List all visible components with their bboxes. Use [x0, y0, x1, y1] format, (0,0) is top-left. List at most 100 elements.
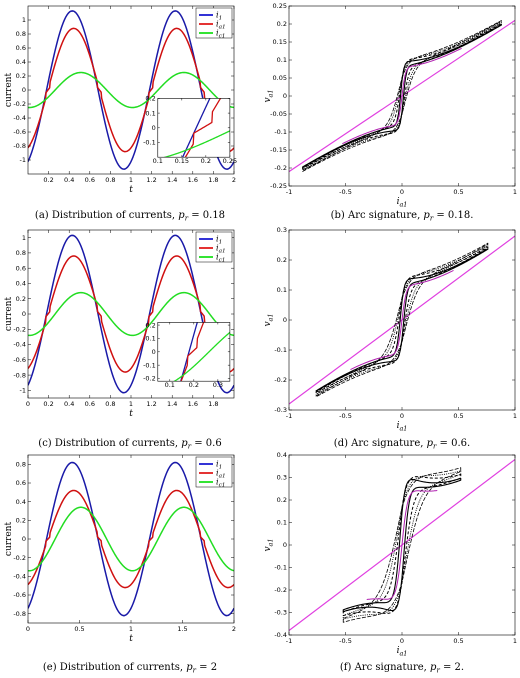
chart-b-y-tick-label: 0.25: [273, 2, 287, 10]
chart-e-y-tick-label: -0.4: [13, 573, 26, 581]
chart-c-x-tick-label: 0.4: [64, 400, 74, 408]
chart-a-y-tick-label: 0.6: [16, 44, 26, 52]
chart-a-y-tick-label: 0.4: [16, 58, 26, 66]
arc-curve-dashdot: [342, 467, 462, 623]
chart-d-x-tick-label: -0.5: [339, 412, 352, 420]
chart-b-y-tick-label: 0.05: [273, 74, 287, 82]
chart-c-y-tick-label: 0.2: [16, 295, 26, 303]
arc-curve-dashdot: [302, 20, 502, 172]
legend-label-1: i1: [216, 11, 222, 22]
chart-c-y-tick-label: -1: [20, 387, 26, 395]
chart-f-y-tick-label: -0.4: [274, 631, 287, 639]
chart-e-y-tick-label: 0: [22, 535, 26, 543]
chart-e-y-tick-label: -0.8: [13, 610, 26, 618]
chart-a-y-tick-label: -0.4: [13, 114, 26, 122]
chart-b-y-tick-label: -0.25: [270, 182, 287, 190]
legend-label-a1: ia1: [216, 469, 226, 480]
chart-e-x-tick-label: 0.5: [74, 625, 84, 633]
chart-c-y-tick-label: -0.4: [13, 341, 26, 349]
inset-a-y-tick-label: 0.1: [145, 109, 155, 117]
chart-c-x-tick-label: 0: [26, 400, 30, 408]
chart-a-y-tick-label: -0.6: [13, 128, 26, 136]
series-i1-dashed: [28, 11, 234, 170]
chart-c-y-tick-label: 0.4: [16, 280, 26, 288]
inset-c-y-tick-label: -0.1: [143, 361, 156, 369]
chart-b: -1 -0.5 0 0.5 1 -0.25 -0.2 -0.15 -0.1 -0.05 0 0.05 0…: [263, 2, 517, 208]
inset-a-y-tick-label: 0.2: [145, 95, 155, 103]
series-ic1-dashed: [28, 507, 234, 572]
inset-c-x-tick-label: 0.1: [165, 381, 175, 389]
chart-d-y-tick-label: -0.1: [274, 346, 287, 354]
inset-series-ic1: [162, 130, 230, 158]
y-axis-label: current: [4, 522, 14, 557]
inset-series-ia1: [184, 98, 222, 158]
chart-f-x-tick-label: -1: [286, 637, 292, 645]
chart-a-x-tick-label: 1.2: [146, 176, 156, 184]
chart-e-x-tick-label: 1.5: [177, 625, 187, 633]
y-axis-label: va1: [263, 313, 275, 326]
chart-a-x-tick-label: 0.6: [85, 176, 95, 184]
chart-c-y-tick-label: -0.6: [13, 356, 26, 364]
chart-a-x-tick-label: 2: [232, 176, 236, 184]
series-ic1-dashed: [28, 72, 234, 109]
chart-e-x-tick-label: 2: [232, 625, 236, 633]
inset-c: 0.1 0.2 0.3 -0.2 -0.1 0 0.1 0.2: [143, 321, 231, 389]
legend-label-c1: ic1: [216, 478, 225, 489]
x-axis-label: ia1: [397, 646, 408, 658]
chart-c: 0 0.2 0.4 0.6 0.8 1 1.2 1.4 1.6 1.8 -1 -0.8 -0.6 -0.4…: [4, 229, 235, 419]
chart-e-y-tick-label: 0.4: [16, 498, 26, 506]
chart-f-y-tick-label: -0.3: [274, 609, 287, 617]
inset-c-x-tick-label: 0.2: [189, 381, 199, 389]
chart-f-y-tick-label: 0: [283, 541, 287, 549]
inset-bg: [157, 322, 230, 382]
chart-b-x-tick-label: 1: [513, 188, 517, 196]
caption-d: (d) Arc signature, pr = 0.6.: [334, 438, 470, 451]
chart-c-x-tick-label: 1: [129, 400, 133, 408]
chart-b-y-tick-label: -0.1: [274, 128, 287, 136]
chart-b-x-tick-label: 0.5: [453, 188, 463, 196]
chart-a-y-tick-label: 1: [22, 16, 26, 24]
chart-f: -1 -0.5 0 0.5 1 -0.4 -0.3 -0.2 -0.1 0 0.1 0.2 0.3 0.4…: [263, 451, 517, 657]
legend-label-1: i1: [216, 235, 222, 246]
inset-a-x-tick-label: 0.2: [201, 157, 211, 165]
chart-b-y-tick-label: 0.15: [273, 38, 287, 46]
chart-d-x-tick-label: 1: [513, 412, 517, 420]
arc-centre-curve: [342, 47, 462, 145]
chart-c-y-tick-label: -0.8: [13, 371, 26, 379]
chart-b-x-tick-label: 0: [400, 188, 404, 196]
inset-c-y-tick-label: 0.2: [145, 321, 155, 329]
chart-d-x-tick-label: -1: [286, 412, 292, 420]
inset-a-y-tick-label: 0: [152, 124, 156, 132]
caption-f: (f) Arc signature, pr = 2.: [340, 662, 464, 675]
chart-b-y-tick-label: 0.1: [277, 56, 287, 64]
chart-e-y-tick-label: 0.6: [16, 479, 26, 487]
chart-f-y-tick-label: 0.2: [277, 496, 287, 504]
chart-b-y-tick-label: -0.2: [274, 164, 287, 172]
inset-a-x-tick-label: 0.1: [153, 157, 163, 165]
chart-e-x-tick-label: 1: [129, 625, 133, 633]
chart-c-x-tick-label: 1.2: [146, 400, 156, 408]
plot-area-d: [289, 235, 515, 405]
inset-a-y-tick-label: -0.1: [143, 139, 156, 147]
caption-b: (b) Arc signature, pr = 0.18.: [331, 210, 474, 223]
chart-a-y-tick-label: 0.2: [16, 72, 26, 80]
x-axis-label: ia1: [397, 421, 408, 433]
inset-c-y-tick-label: 0: [152, 348, 156, 356]
chart-d-x-tick-label: 0.5: [453, 412, 463, 420]
inset-a-x-tick-label: 0.15: [175, 157, 189, 165]
chart-b-y-tick-label: -0.15: [270, 146, 287, 154]
y-axis-label: va1: [263, 89, 275, 102]
chart-e-y-tick-label: 0.2: [16, 517, 26, 525]
chart-e-y-tick-label: -0.2: [13, 554, 26, 562]
chart-c-x-tick-label: 0.6: [85, 400, 95, 408]
arc-curve-dashdot: [315, 242, 489, 398]
plot-area-c: [28, 234, 234, 394]
arc-curve-dotted: [315, 244, 489, 396]
plot-area-b: [289, 19, 515, 173]
chart-f-x-tick-label: 0.5: [453, 637, 463, 645]
inset-c-y-tick-label: 0.1: [145, 335, 155, 343]
chart-d-y-tick-label: 0.2: [277, 256, 287, 264]
